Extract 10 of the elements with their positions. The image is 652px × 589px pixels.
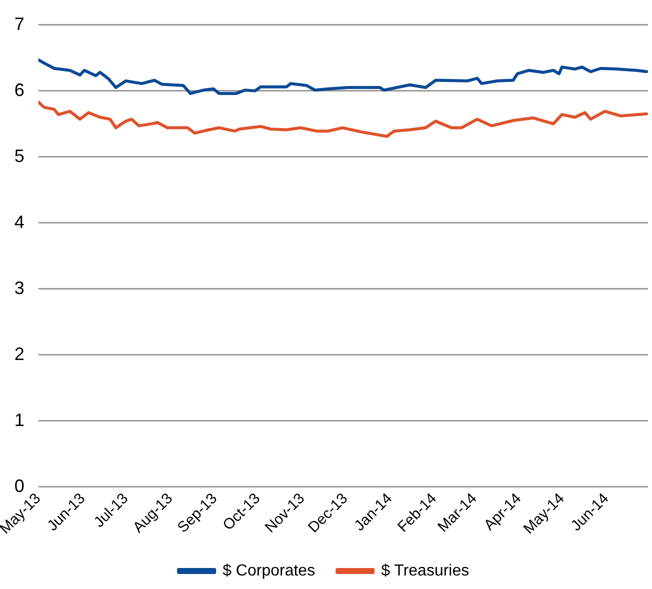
- y-tick-label: 4: [14, 212, 24, 232]
- y-tick-label: 6: [14, 80, 24, 100]
- y-tick-label: 5: [14, 146, 24, 166]
- y-tick-label: 0: [14, 476, 24, 496]
- legend-label: $ Corporates: [222, 562, 316, 580]
- y-tick-label: 3: [14, 278, 24, 298]
- y-tick-label: 2: [14, 344, 24, 364]
- legend-label: $ Treasuries: [381, 562, 470, 580]
- y-tick-label: 7: [14, 14, 24, 34]
- y-tick-label: 1: [14, 410, 24, 430]
